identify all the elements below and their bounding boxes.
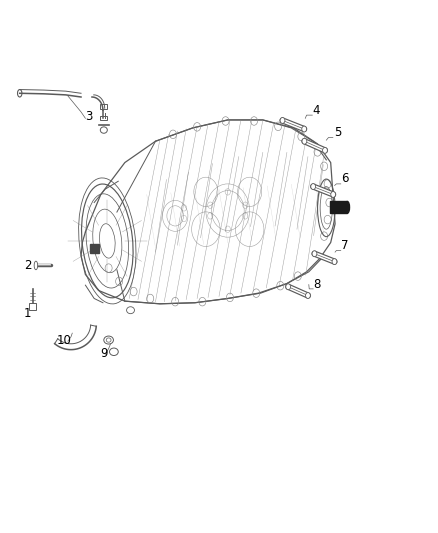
Text: 7: 7 [341,239,348,253]
Bar [100,116,107,120]
Bar [330,201,347,213]
Text: 4: 4 [312,104,320,117]
Ellipse shape [331,191,336,197]
Ellipse shape [110,348,118,356]
Ellipse shape [312,251,317,257]
Bar [29,303,36,310]
Text: 10: 10 [57,334,72,347]
Ellipse shape [302,138,307,144]
Ellipse shape [34,261,38,270]
Bar [100,104,107,109]
Ellipse shape [104,336,113,344]
Ellipse shape [332,259,337,264]
Ellipse shape [286,284,291,290]
Text: 8: 8 [313,278,321,291]
Ellipse shape [322,148,327,154]
Text: 2: 2 [24,259,32,272]
Text: 6: 6 [341,172,348,185]
Text: 5: 5 [334,126,341,139]
Ellipse shape [345,201,350,213]
Ellipse shape [302,126,307,132]
Ellipse shape [280,117,285,124]
Ellipse shape [306,293,311,298]
Text: 1: 1 [24,307,32,320]
Ellipse shape [311,183,315,190]
Bar [90,244,99,253]
Text: 3: 3 [85,110,93,123]
Text: 9: 9 [100,347,107,360]
